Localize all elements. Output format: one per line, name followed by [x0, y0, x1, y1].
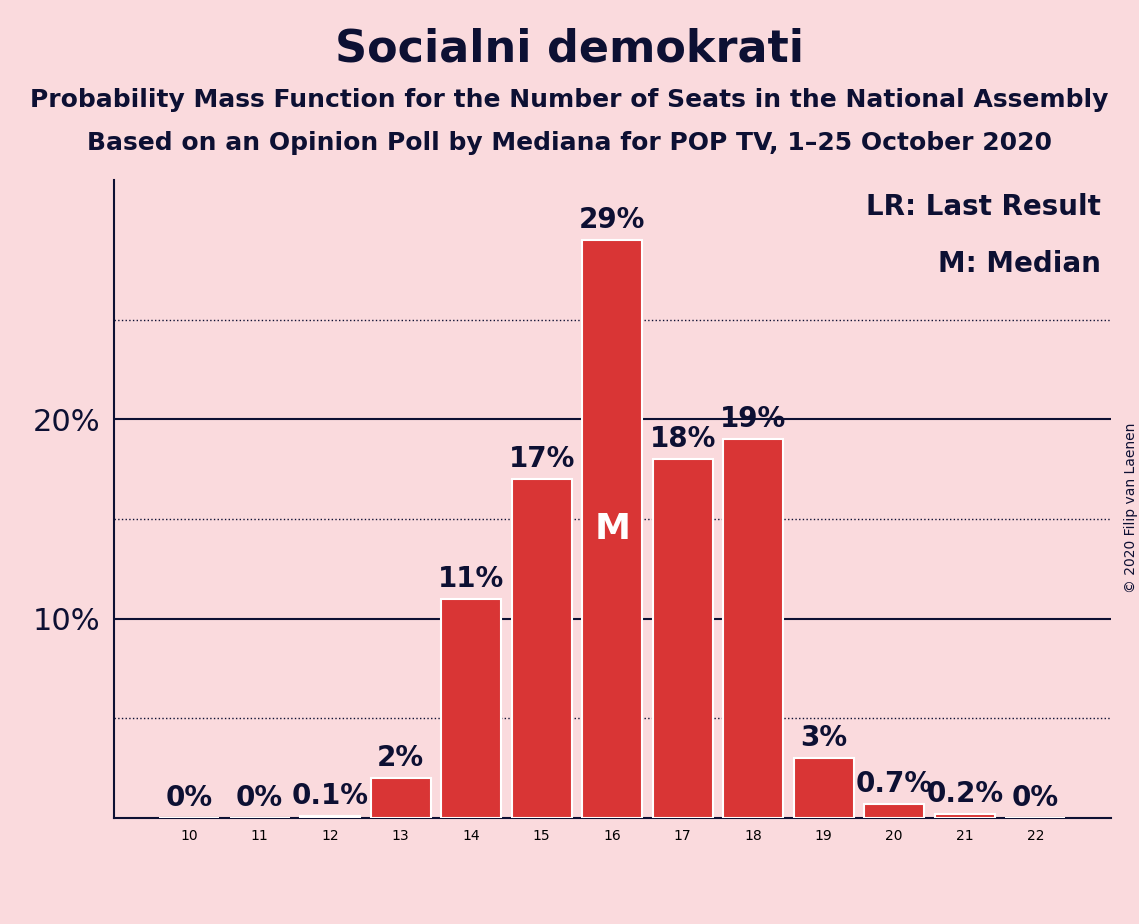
Text: 29%: 29% [579, 206, 646, 234]
Text: M: M [595, 512, 630, 546]
Text: M: Median: M: Median [937, 250, 1100, 278]
Text: LR: Last Result: LR: Last Result [866, 193, 1100, 221]
Bar [370, 778, 431, 818]
Bar [865, 804, 924, 818]
Text: 19%: 19% [720, 406, 786, 433]
Text: 2%: 2% [377, 744, 424, 772]
Text: 0%: 0% [165, 784, 213, 812]
Text: 17%: 17% [508, 445, 575, 473]
Text: 0%: 0% [1011, 784, 1059, 812]
Bar [511, 479, 572, 818]
Text: © 2020 Filip van Laenen: © 2020 Filip van Laenen [1124, 423, 1138, 593]
Bar [441, 599, 501, 818]
Bar [582, 240, 642, 818]
Text: Probability Mass Function for the Number of Seats in the National Assembly: Probability Mass Function for the Number… [31, 88, 1108, 112]
Bar [794, 758, 854, 818]
Bar [653, 459, 713, 818]
Text: 3%: 3% [801, 724, 847, 752]
Text: Socialni demokrati: Socialni demokrati [335, 28, 804, 71]
Bar [301, 816, 360, 818]
Text: 0.7%: 0.7% [855, 770, 933, 797]
Text: 11%: 11% [439, 565, 505, 592]
Bar [935, 814, 994, 818]
Bar [723, 439, 784, 818]
Text: 0%: 0% [236, 784, 284, 812]
Text: Based on an Opinion Poll by Mediana for POP TV, 1–25 October 2020: Based on an Opinion Poll by Mediana for … [87, 131, 1052, 155]
Text: 0.2%: 0.2% [926, 780, 1003, 808]
Text: 0.1%: 0.1% [292, 782, 369, 809]
Text: 18%: 18% [649, 425, 716, 453]
